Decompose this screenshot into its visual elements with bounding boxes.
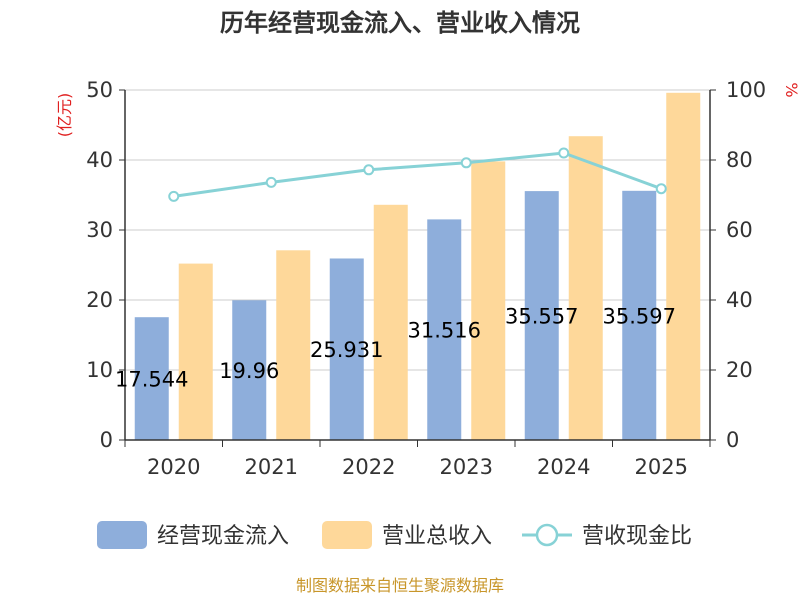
bar-value-label: 35.597 bbox=[603, 304, 676, 328]
right-tick-label: 40 bbox=[726, 288, 753, 312]
bar-cash-inflow bbox=[427, 219, 462, 440]
x-tick-label: 2025 bbox=[635, 455, 688, 479]
legend-swatch-cash-inflow[interactable] bbox=[97, 521, 147, 549]
bar-cash-inflow bbox=[622, 190, 657, 440]
left-tick-label: 40 bbox=[86, 148, 113, 172]
bar-revenue bbox=[373, 204, 408, 440]
bar-cash-inflow bbox=[329, 258, 364, 440]
source-note: 制图数据来自恒生聚源数据库 bbox=[296, 576, 504, 595]
right-tick-label: 0 bbox=[726, 428, 739, 452]
x-tick-label: 2022 bbox=[342, 455, 395, 479]
bar-revenue bbox=[178, 263, 213, 440]
bar-revenue bbox=[471, 161, 506, 440]
bar-value-label: 25.931 bbox=[310, 338, 383, 362]
bar-cash-inflow bbox=[524, 191, 559, 440]
left-tick-label: 50 bbox=[86, 78, 113, 102]
legend-swatch-revenue[interactable] bbox=[322, 521, 372, 549]
right-tick-label: 80 bbox=[726, 148, 753, 172]
legend-marker-ratio[interactable] bbox=[535, 523, 559, 547]
chart-title: 历年经营现金流入、营业收入情况 bbox=[220, 9, 580, 37]
left-tick-label: 10 bbox=[86, 358, 113, 382]
right-tick-label: 20 bbox=[726, 358, 753, 382]
ratio-point bbox=[363, 164, 375, 176]
legend-label-revenue[interactable]: 营业总收入 bbox=[382, 524, 492, 549]
right-tick-label: 100 bbox=[726, 78, 766, 102]
right-tick-label: 60 bbox=[726, 218, 753, 242]
bar-value-label: 17.544 bbox=[115, 368, 188, 392]
ratio-point bbox=[460, 157, 472, 169]
bar-value-label: 31.516 bbox=[408, 319, 481, 343]
ratio-point bbox=[168, 190, 180, 202]
x-tick-label: 2024 bbox=[537, 455, 590, 479]
bar-value-label: 19.96 bbox=[219, 359, 279, 383]
ratio-point bbox=[655, 183, 667, 195]
ratio-point bbox=[558, 147, 570, 159]
left-tick-label: 30 bbox=[86, 218, 113, 242]
ratio-line-path bbox=[173, 151, 662, 198]
x-tick-label: 2020 bbox=[147, 455, 200, 479]
left-axis-unit: (亿元) bbox=[55, 93, 74, 138]
ratio-line bbox=[168, 147, 667, 202]
legend[interactable]: 经营现金流入 营业总收入 营收现金比 bbox=[97, 521, 692, 549]
bar-labels: 17.544 19.96 25.931 31.516 35.557 35.597 bbox=[115, 304, 676, 391]
bar-revenue bbox=[276, 250, 311, 440]
left-tick-label: 20 bbox=[86, 288, 113, 312]
right-axis-unit: % bbox=[782, 82, 800, 97]
bar-revenue bbox=[568, 136, 603, 440]
gridlines bbox=[125, 89, 710, 371]
bar-cash-inflow bbox=[134, 317, 169, 440]
legend-label-cash-inflow[interactable]: 经营现金流入 bbox=[157, 524, 289, 549]
bar-cash-inflow bbox=[232, 300, 267, 440]
legend-label-ratio[interactable]: 营收现金比 bbox=[582, 524, 692, 549]
x-tick-label: 2023 bbox=[440, 455, 493, 479]
left-tick-label: 0 bbox=[100, 428, 113, 452]
ratio-point bbox=[265, 176, 277, 188]
bar-revenue bbox=[666, 92, 701, 441]
bars bbox=[134, 92, 701, 441]
bar-value-label: 35.557 bbox=[505, 305, 578, 329]
x-tick-label: 2021 bbox=[245, 455, 298, 479]
